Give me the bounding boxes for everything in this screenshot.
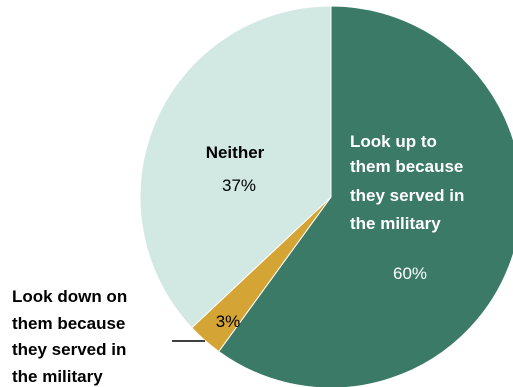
slice-neither: [139, 5, 332, 329]
slice-label-look-down-line3: they served in: [12, 340, 126, 359]
slice-label-look-up-line4: the military: [350, 214, 441, 233]
slice-label-look-down-line4: the military: [12, 367, 103, 386]
slice-value-look-up: 60%: [393, 264, 427, 283]
slice-label-look-up-line1: Look up to: [350, 132, 437, 151]
slice-label-look-up: Look up to them because they served in t…: [350, 132, 469, 233]
slice-label-neither: Neither: [206, 143, 265, 162]
slice-label-look-up-line2: them because: [350, 157, 463, 176]
pie-slices: [139, 5, 513, 387]
slice-label-look-down-line1: Look down on: [12, 287, 127, 306]
slice-label-look-up-line3: they served in: [350, 186, 464, 205]
slice-value-look-down: 3%: [216, 312, 241, 331]
slice-value-neither: 37%: [222, 176, 256, 195]
slice-label-look-down-line2: them because: [12, 314, 125, 333]
slice-label-look-down: Look down on them because they served in…: [12, 287, 132, 386]
